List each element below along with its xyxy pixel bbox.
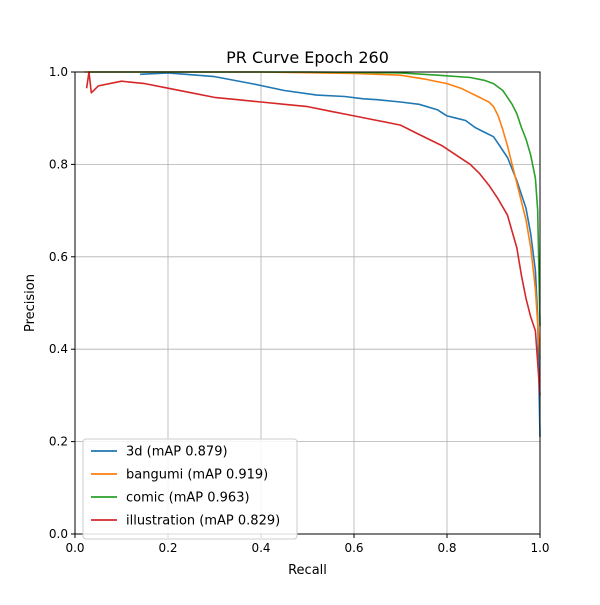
chart-title: PR Curve Epoch 260 (226, 48, 389, 67)
series-line-2 (89, 71, 541, 327)
legend-entry-2: comic (mAP 0.963) (126, 491, 250, 506)
series-line-1 (84, 71, 541, 359)
series-layer (84, 71, 541, 438)
x-axis-label: Recall (288, 563, 327, 578)
series-line-0 (140, 72, 541, 438)
x-tick-label: 0.0 (65, 541, 84, 555)
y-tick-label: 0.8 (49, 157, 68, 171)
legend-entry-0: 3d (mAP 0.879) (126, 445, 228, 460)
y-axis-label: Precision (23, 274, 38, 332)
plot-frame (74, 71, 541, 535)
y-tick-label: 0.0 (49, 527, 68, 541)
y-tick-label: 0.6 (49, 250, 68, 264)
x-tick-label: 1.0 (530, 541, 549, 555)
y-tick-label: 0.4 (49, 342, 68, 356)
legend-box (82, 438, 298, 540)
y-tick-label: 0.2 (49, 435, 68, 449)
legend-entry-1: bangumi (mAP 0.919) (126, 468, 268, 483)
tick-layer: 0.0 0.2 0.4 0.6 0.8 1.0 0.0 0.2 0.4 0.6 0.8 1.0 (49, 65, 550, 555)
x-tick-label: 0.4 (251, 541, 270, 555)
series-line-3 (85, 71, 541, 396)
legend-entry-3: illustration (mAP 0.829) (126, 514, 280, 529)
x-tick-label: 0.2 (158, 541, 177, 555)
legend: 3d (mAP 0.879) bangumi (mAP 0.919) comic (… (82, 438, 298, 540)
x-tick-label: 0.8 (437, 541, 456, 555)
x-tick-label: 0.6 (344, 541, 363, 555)
y-tick-label: 1.0 (49, 65, 68, 79)
